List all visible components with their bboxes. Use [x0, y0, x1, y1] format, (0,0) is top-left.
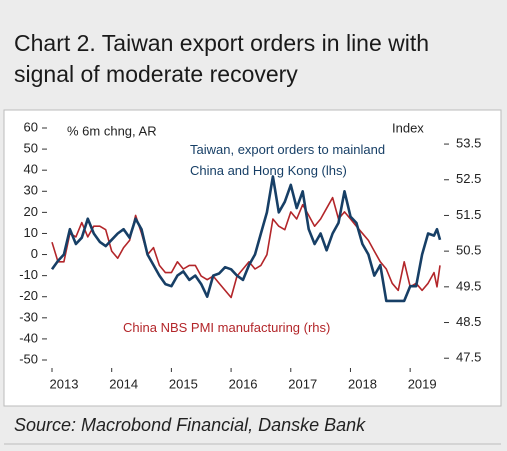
y-tick-label: -40: [19, 330, 38, 345]
x-tick-label: 2016: [229, 376, 258, 391]
series-label: Taiwan, export orders to mainland China …: [190, 142, 386, 178]
x-tick-label: 2017: [288, 376, 317, 391]
y2-tick-label: 53.5: [456, 135, 481, 150]
y2-tick-label: 49.5: [456, 278, 481, 293]
series-line: [50, 175, 442, 303]
y2-tick-label: 52.5: [456, 171, 481, 186]
series-line: [51, 196, 441, 299]
y2-tick-label: 51.5: [456, 207, 481, 222]
x-tick-label: 2013: [50, 376, 79, 391]
x-tick-label: 2018: [348, 376, 377, 391]
y2-tick-label: 47.5: [456, 350, 481, 365]
y-tick-label: 0: [31, 246, 38, 261]
y-tick-label: -20: [19, 288, 38, 303]
y-tick-label: 20: [24, 204, 38, 219]
chart-title: Chart 2. Taiwan export orders in line wi…: [14, 30, 430, 87]
y-axis-label: % 6m chng, AR: [67, 123, 157, 138]
series-label: China NBS PMI manufacturing (rhs): [123, 320, 331, 335]
y2-axis-label: Index: [392, 120, 424, 135]
x-tick-label: 2014: [109, 376, 138, 391]
y2-tick-label: 50.5: [456, 243, 481, 258]
y-tick-label: 50: [24, 141, 38, 156]
y-tick-label: 30: [24, 183, 38, 198]
source: Source: Macrobond Financial, Danske Bank: [14, 415, 366, 435]
y2-tick-label: 48.5: [456, 314, 481, 329]
y-tick-label: 40: [24, 162, 38, 177]
y-tick-label: -50: [19, 351, 38, 366]
x-tick-label: 2019: [408, 376, 437, 391]
y-tick-label: 60: [24, 119, 38, 134]
x-tick-label: 2015: [169, 376, 198, 391]
y-tick-label: 10: [24, 225, 38, 240]
y-tick-label: -30: [19, 309, 38, 324]
y-tick-label: -10: [19, 267, 38, 282]
